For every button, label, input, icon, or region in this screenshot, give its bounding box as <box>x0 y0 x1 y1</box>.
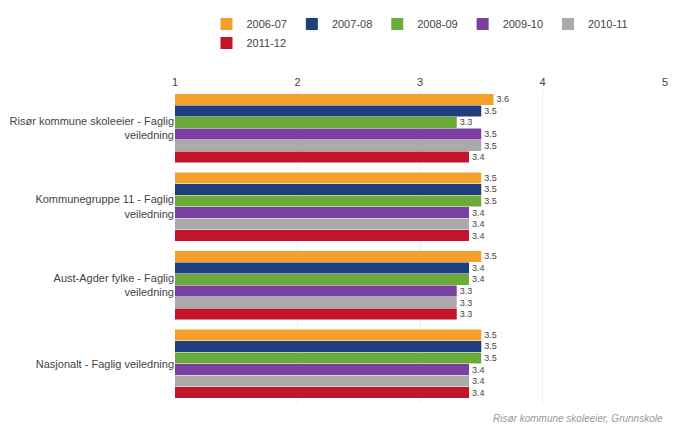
svg-text:Aust-Agder fylke - Fagligveile: Aust-Agder fylke - Fagligveiledning <box>54 272 174 298</box>
svg-text:2: 2 <box>294 76 300 88</box>
svg-text:3.4: 3.4 <box>472 263 485 273</box>
svg-text:3.4: 3.4 <box>472 231 485 241</box>
svg-text:2007-08: 2007-08 <box>332 18 372 30</box>
svg-text:3.5: 3.5 <box>484 141 497 151</box>
svg-text:3.5: 3.5 <box>484 353 497 363</box>
svg-text:3.4: 3.4 <box>472 365 485 375</box>
svg-text:2008-09: 2008-09 <box>417 18 457 30</box>
svg-text:3.5: 3.5 <box>484 330 497 340</box>
svg-text:3.5: 3.5 <box>484 196 497 206</box>
svg-text:3.4: 3.4 <box>472 274 485 284</box>
svg-text:3.4: 3.4 <box>472 152 485 162</box>
svg-text:3.5: 3.5 <box>484 251 497 261</box>
svg-text:Risør kommune skoleeier, Grunn: Risør kommune skoleeier, Grunnskole <box>493 413 663 424</box>
svg-text:Kommunegruppe 11 - Fagligveile: Kommunegruppe 11 - Fagligveiledning <box>35 193 174 219</box>
svg-text:3.4: 3.4 <box>472 376 485 386</box>
svg-text:1: 1 <box>172 76 178 88</box>
svg-text:3.3: 3.3 <box>460 286 473 296</box>
svg-text:Nasjonalt - Faglig veiledning: Nasjonalt - Faglig veiledning <box>36 358 174 370</box>
svg-text:3.5: 3.5 <box>484 184 497 194</box>
svg-text:2009-10: 2009-10 <box>503 18 543 30</box>
svg-text:3.5: 3.5 <box>484 173 497 183</box>
svg-text:2010-11: 2010-11 <box>588 18 628 30</box>
svg-text:3.5: 3.5 <box>484 129 497 139</box>
svg-text:3.3: 3.3 <box>460 117 473 127</box>
svg-text:3.3: 3.3 <box>460 298 473 308</box>
svg-text:3.4: 3.4 <box>472 388 485 398</box>
svg-text:2011-12: 2011-12 <box>247 37 287 49</box>
svg-text:3.4: 3.4 <box>472 219 485 229</box>
svg-text:3.3: 3.3 <box>460 309 473 319</box>
svg-text:3.4: 3.4 <box>472 208 485 218</box>
svg-text:2006-07: 2006-07 <box>247 18 287 30</box>
svg-text:Risør kommune skoleeier - Fagl: Risør kommune skoleeier - Fagligveiledni… <box>10 115 174 141</box>
svg-text:4: 4 <box>539 76 545 88</box>
svg-text:3.5: 3.5 <box>484 106 497 116</box>
svg-text:3: 3 <box>417 76 423 88</box>
svg-text:3.5: 3.5 <box>484 341 497 351</box>
svg-text:3.6: 3.6 <box>497 94 510 104</box>
svg-text:5: 5 <box>662 76 668 88</box>
